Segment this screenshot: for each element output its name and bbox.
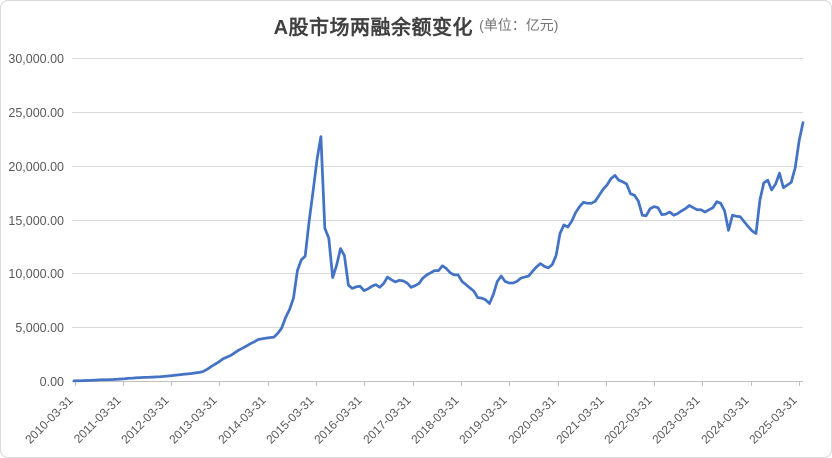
y-tick-label: 15,000.00 bbox=[8, 214, 64, 228]
y-tick-label: 25,000.00 bbox=[8, 106, 64, 120]
chart-title-unit: (单位：亿元) bbox=[479, 17, 559, 33]
x-tick-label: 2020-03-31 bbox=[505, 393, 559, 447]
x-tick-label: 2012-03-31 bbox=[118, 393, 172, 447]
y-tick-label: 10,000.00 bbox=[8, 267, 64, 281]
x-tick-label: 2018-03-31 bbox=[408, 393, 462, 447]
x-tick-label: 2014-03-31 bbox=[215, 393, 269, 447]
y-tick-label: 0.00 bbox=[40, 375, 64, 389]
x-tick-label: 2013-03-31 bbox=[166, 393, 220, 447]
y-tick-label: 30,000.00 bbox=[8, 52, 64, 66]
x-tick-label: 2024-03-31 bbox=[698, 393, 752, 447]
y-tick-label: 5,000.00 bbox=[15, 321, 64, 335]
x-tick-label: 2022-03-31 bbox=[601, 393, 655, 447]
x-tick-label: 2015-03-31 bbox=[263, 393, 317, 447]
margin-balance-line bbox=[72, 121, 805, 383]
chart-title-text: A股市场两融余额变化 bbox=[273, 16, 474, 39]
x-tick-label: 2016-03-31 bbox=[311, 393, 365, 447]
chart-title: A股市场两融余额变化 (单位：亿元) bbox=[0, 10, 832, 40]
x-tick-label: 2019-03-31 bbox=[456, 393, 510, 447]
x-tick-label: 2023-03-31 bbox=[649, 393, 703, 447]
x-tick-label: 2021-03-31 bbox=[553, 393, 607, 447]
x-tick-label: 2025-03-31 bbox=[746, 393, 800, 447]
x-tick-label: 2010-03-31 bbox=[22, 393, 76, 447]
x-tick-label: 2011-03-31 bbox=[71, 393, 124, 446]
y-tick-label: 20,000.00 bbox=[8, 160, 64, 174]
x-tick-label: 2017-03-31 bbox=[360, 393, 414, 447]
